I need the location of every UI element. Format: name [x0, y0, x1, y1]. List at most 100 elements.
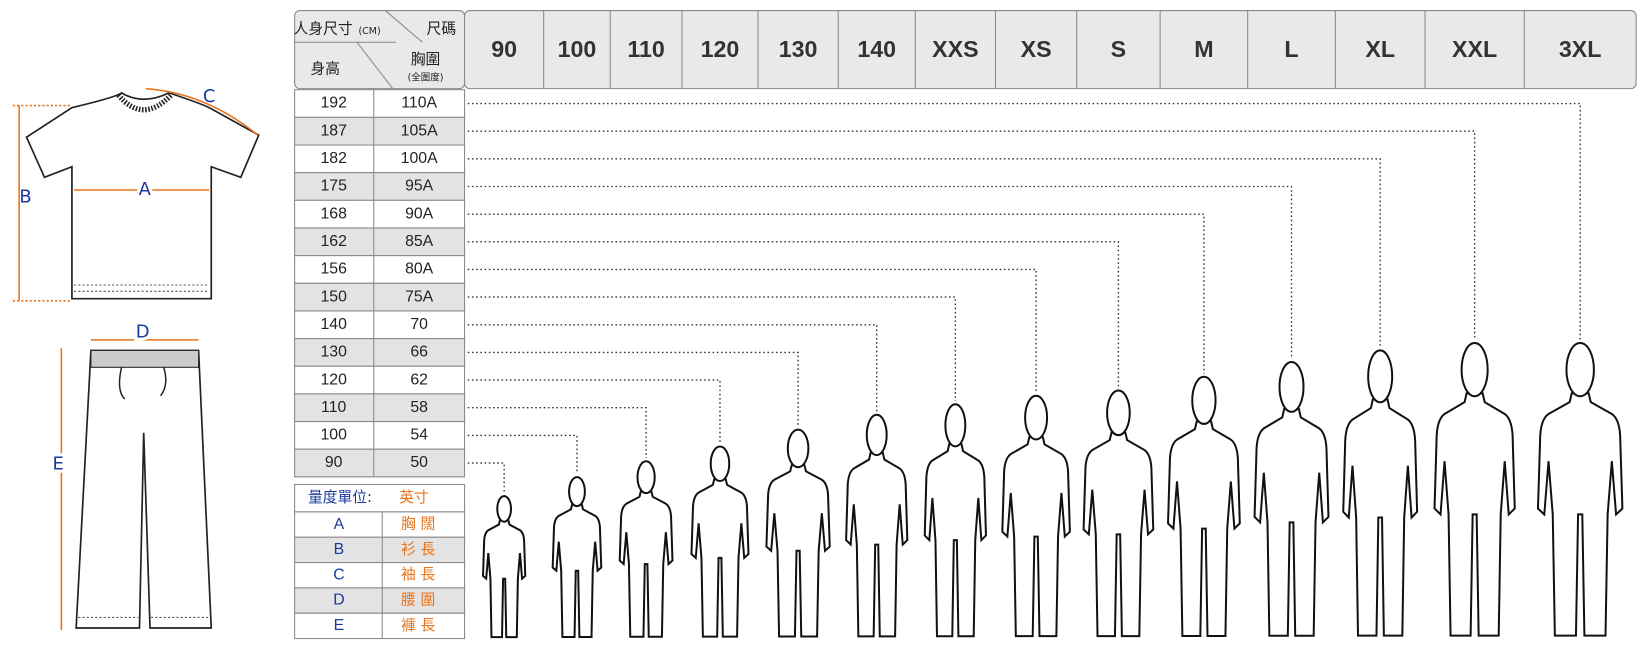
figure-head [638, 461, 655, 493]
header-text: 身高 [310, 61, 340, 78]
human-figure [925, 404, 986, 636]
table-row [294, 227, 466, 257]
figure-head [1025, 396, 1047, 440]
legend-title-box [294, 483, 466, 513]
chest-cell: 80A [405, 261, 434, 278]
size-label: 100 [558, 36, 597, 62]
height-cell: 150 [320, 288, 347, 305]
leader-line [467, 407, 647, 459]
human-figure [1435, 343, 1515, 636]
garment-label: A [139, 179, 152, 200]
size-label: 3XL [1559, 36, 1602, 62]
leader-line [467, 268, 1037, 393]
chest-cell: 110A [401, 95, 437, 112]
legend-row [294, 562, 466, 589]
chest-cell: 75A [405, 288, 434, 305]
table-row [294, 448, 466, 478]
leader-line [467, 379, 721, 444]
height-cell: 192 [320, 95, 346, 112]
leader-line [467, 434, 578, 474]
figure-head [1368, 350, 1392, 402]
human-figure [620, 461, 673, 637]
header-text: 人身尺寸 [294, 21, 353, 38]
legend-letter: A [334, 516, 345, 533]
human-figure [1538, 343, 1622, 636]
figure-head [1280, 362, 1304, 412]
figure-body [1255, 409, 1329, 636]
leader-line [467, 102, 1581, 340]
figure-body [1084, 433, 1154, 636]
human-figure [691, 446, 748, 636]
table-row [294, 421, 466, 450]
figure-head [1462, 343, 1488, 396]
leader-line [467, 130, 1476, 340]
legend-row [294, 511, 466, 538]
pants-drawing [60, 339, 213, 631]
figure-body [1168, 421, 1240, 636]
chest-cell: 100A [401, 150, 438, 167]
human-figure [1343, 350, 1417, 635]
size-label: 130 [779, 36, 818, 62]
figure-body [483, 520, 525, 637]
human-figure [483, 496, 525, 637]
garment-label: E [53, 453, 64, 474]
garment-label: D [136, 321, 150, 342]
legend-name: 褲 長 [401, 617, 435, 634]
human-figure [766, 430, 829, 637]
size-label: 120 [701, 36, 740, 62]
tshirt-drawing [12, 87, 260, 302]
figure-head [1192, 377, 1215, 424]
legend-name: 衫 長 [401, 541, 435, 558]
legend-letter: E [334, 617, 345, 634]
height-cell: 130 [320, 344, 347, 361]
legend-letter: B [334, 541, 345, 558]
chest-cell: 50 [410, 454, 428, 471]
leader-line [467, 296, 957, 402]
header-text: (CM) [358, 26, 380, 37]
header-text: 胸圍 [411, 51, 441, 68]
chest-cell: 85A [405, 233, 434, 250]
figure-body [1002, 437, 1070, 636]
leader-line [467, 462, 505, 493]
leader-line [467, 213, 1205, 374]
table-row [294, 393, 466, 423]
height-cell: 90 [325, 454, 343, 471]
human-figure [846, 415, 907, 637]
figure-head [1107, 391, 1130, 436]
figure-body [1538, 393, 1622, 635]
chest-cell: 105A [401, 122, 438, 139]
figure-head [945, 404, 965, 446]
table-row [294, 89, 466, 118]
legend-letter: D [333, 592, 344, 609]
table-row [294, 199, 466, 229]
legend-row [294, 587, 466, 614]
height-cell: 168 [320, 205, 347, 222]
table-row [294, 282, 466, 312]
height-cell: 187 [320, 122, 346, 139]
size-label: 110 [627, 36, 664, 62]
human-figure [1002, 396, 1070, 636]
figure-body [620, 491, 673, 636]
size-label: XXL [1452, 36, 1497, 62]
chest-cell: 62 [410, 371, 428, 388]
figure-body [1343, 399, 1417, 635]
height-cell: 162 [320, 233, 346, 250]
table-row [294, 255, 466, 284]
figure-head [867, 415, 887, 455]
height-cell: 120 [320, 371, 347, 388]
human-figure [1084, 391, 1154, 637]
human-figure [553, 477, 602, 637]
legend-name: 胸 闊 [401, 516, 435, 533]
chest-cell: 58 [410, 399, 428, 416]
figure-head [711, 446, 730, 481]
size-label: L [1284, 36, 1298, 62]
figure-head [497, 496, 511, 522]
legend-title: 量度單位: [308, 489, 372, 506]
human-figure [1255, 362, 1329, 636]
size-label: XL [1365, 36, 1395, 62]
leader-line [467, 158, 1381, 348]
height-cell: 156 [320, 261, 347, 278]
legend-name: 袖 長 [401, 566, 435, 583]
legend-letter: C [333, 566, 344, 583]
height-cell: 182 [320, 150, 346, 167]
